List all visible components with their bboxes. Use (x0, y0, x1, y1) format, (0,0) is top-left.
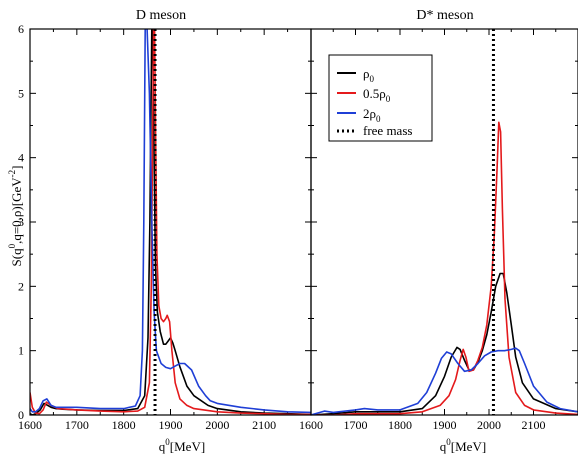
legend-entry-two-rho0: 2ρ0 (337, 106, 381, 124)
y-tick-label: 3 (18, 215, 24, 229)
series-line-two-rho0 (311, 347, 578, 415)
y-tick-label: 4 (18, 151, 24, 165)
panel-frame (310, 28, 578, 416)
legend-entry-half-rho0: 0.5ρ0 (337, 86, 391, 104)
x-tick-label: 1700 (344, 418, 368, 432)
x-tick-label: 1700 (65, 418, 89, 432)
x-axis-label-left: q0[MeV] (159, 437, 205, 454)
svg-text:2ρ0: 2ρ0 (363, 106, 381, 124)
y-tick-label: 2 (18, 279, 24, 293)
panel-title-left: D meson (136, 8, 186, 23)
plot-area (30, 29, 311, 415)
series-line-half-rho0 (30, 29, 311, 415)
svg-text:0.5ρ0: 0.5ρ0 (363, 86, 391, 104)
panel-title-right: D* meson (416, 8, 473, 23)
x-tick-label: 2000 (205, 418, 229, 432)
legend-entry-free-mass: free mass (337, 123, 412, 138)
y-tick-label: 5 (18, 86, 24, 100)
legend-entry-rho0: ρ0 (337, 66, 375, 84)
panel-d-meson: 1600 1700 1800 1900 2000 2100 0 1 2 3 4 5 6 (18, 22, 312, 432)
panel-dstar-meson: 1600 1700 1800 1900 2000 2100 (299, 28, 578, 432)
y-tick-label: 0 (18, 408, 24, 422)
legend: ρ0 0.5ρ0 2ρ0 free mass (328, 54, 433, 142)
panel-frame (29, 28, 312, 416)
series-line-rho0 (30, 29, 311, 415)
x-tick-label: 1900 (433, 418, 457, 432)
plot-area (311, 29, 578, 415)
series-line-two-rho0 (30, 29, 311, 414)
legend-label-free-mass: free mass (363, 123, 412, 138)
y-tick-label: 6 (18, 22, 24, 36)
x-tick-label: 1800 (112, 418, 136, 432)
series-line-rho0 (311, 272, 578, 415)
x-tick-label: 1900 (159, 418, 183, 432)
svg-text:ρ0: ρ0 (363, 66, 375, 84)
legend-box (328, 54, 433, 142)
x-tick-label: 2100 (522, 418, 546, 432)
legend-label-two-rho0: 2ρ (363, 106, 376, 121)
x-tick-label: 1600 (299, 418, 323, 432)
y-axis-label: S(q0,q=0,ρ)[GeV-2] (7, 166, 24, 267)
x-tick-label: 2100 (252, 418, 276, 432)
legend-label-half-rho0: 0.5ρ (363, 86, 386, 101)
x-tick-label: 1600 (18, 418, 42, 432)
y-tick-label: 1 (18, 344, 24, 358)
legend-label-rho0: ρ (363, 66, 370, 81)
x-axis-label-right: q0[MeV] (440, 437, 486, 454)
series-line-half-rho0 (311, 121, 578, 415)
x-tick-label: 1800 (388, 418, 412, 432)
x-tick-label: 2000 (477, 418, 501, 432)
